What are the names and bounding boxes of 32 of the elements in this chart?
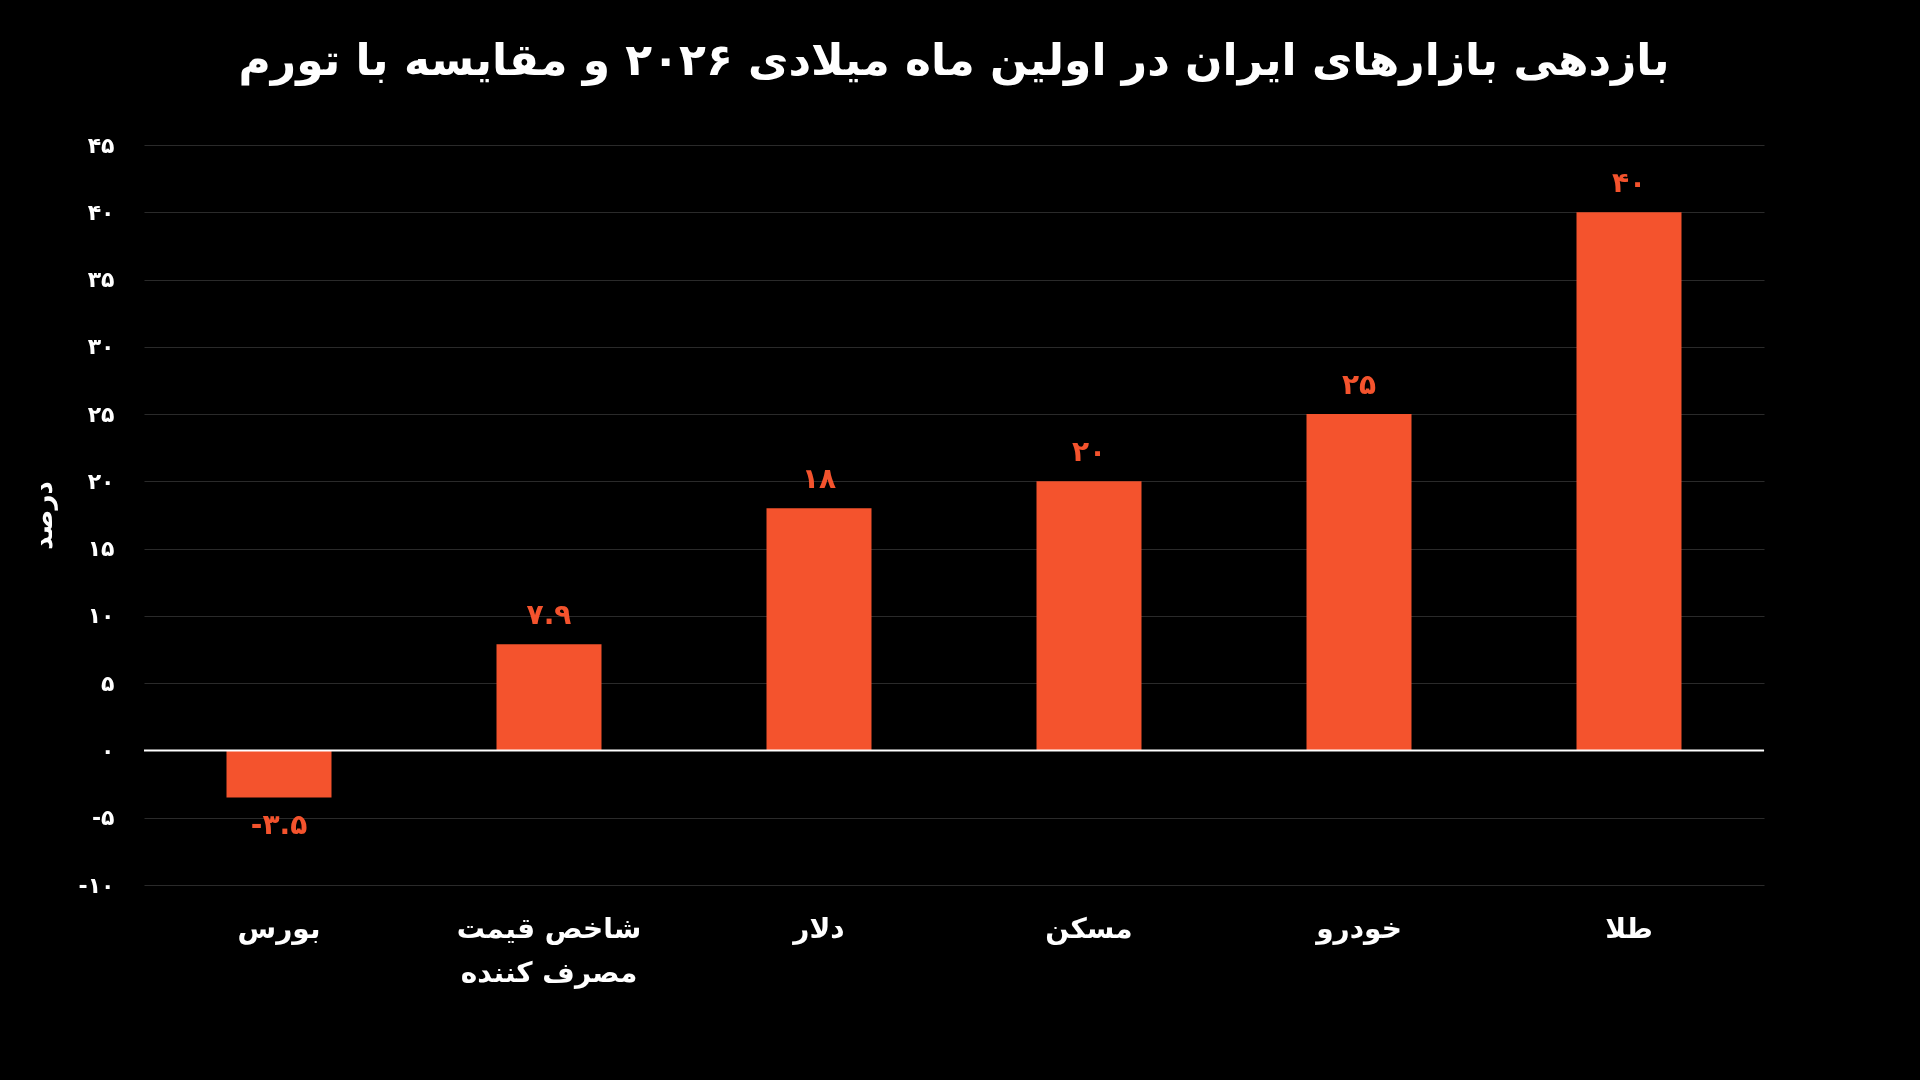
bar — [496, 644, 602, 751]
y-tick-label: -۵ — [91, 805, 115, 831]
data-label: -۳.۵ — [250, 807, 308, 841]
bar — [1036, 481, 1142, 751]
data-label: ۲۵ — [1341, 368, 1377, 402]
bar — [226, 750, 332, 798]
y-tick-label: -۱۰ — [78, 872, 115, 898]
bar — [1576, 212, 1682, 751]
bar — [766, 508, 872, 751]
y-tick-label: ۴۰ — [87, 199, 115, 225]
y-tick-label: ۰ — [101, 737, 115, 763]
y-tick-label: ۱۰ — [87, 603, 115, 629]
data-label: ۲۰ — [1071, 435, 1107, 469]
y-tick-label: ۳۵ — [87, 267, 115, 293]
x-tick-label: طلا — [1605, 911, 1653, 945]
x-tick-label: مسکن — [1045, 911, 1133, 945]
x-tick-label: خودرو — [1314, 911, 1402, 945]
y-axis-title: درصد — [27, 481, 58, 550]
y-tick-label: ۱۵ — [87, 536, 115, 562]
y-tick-label: ۵ — [101, 670, 115, 696]
chart-title: بازدهی بازارهای ایران در اولین ماه میلادی ۲۰۲۶ و مقایسه با تورم — [238, 34, 1670, 86]
data-label: ۴۰ — [1611, 166, 1647, 200]
data-label: ۷.۹ — [526, 598, 572, 632]
x-tick-label: بورس — [237, 911, 321, 945]
y-tick-label: ۳۰ — [87, 334, 115, 360]
x-tick-label: شاخص قیمت مصرف کننده — [456, 911, 642, 989]
y-tick-label: ۴۵ — [87, 132, 115, 158]
x-tick-label: دلار — [791, 911, 845, 945]
y-tick-label: ۲۰ — [87, 468, 115, 494]
bar — [1306, 414, 1412, 751]
data-label: ۱۸ — [801, 462, 837, 496]
y-tick-label: ۲۵ — [87, 401, 115, 427]
